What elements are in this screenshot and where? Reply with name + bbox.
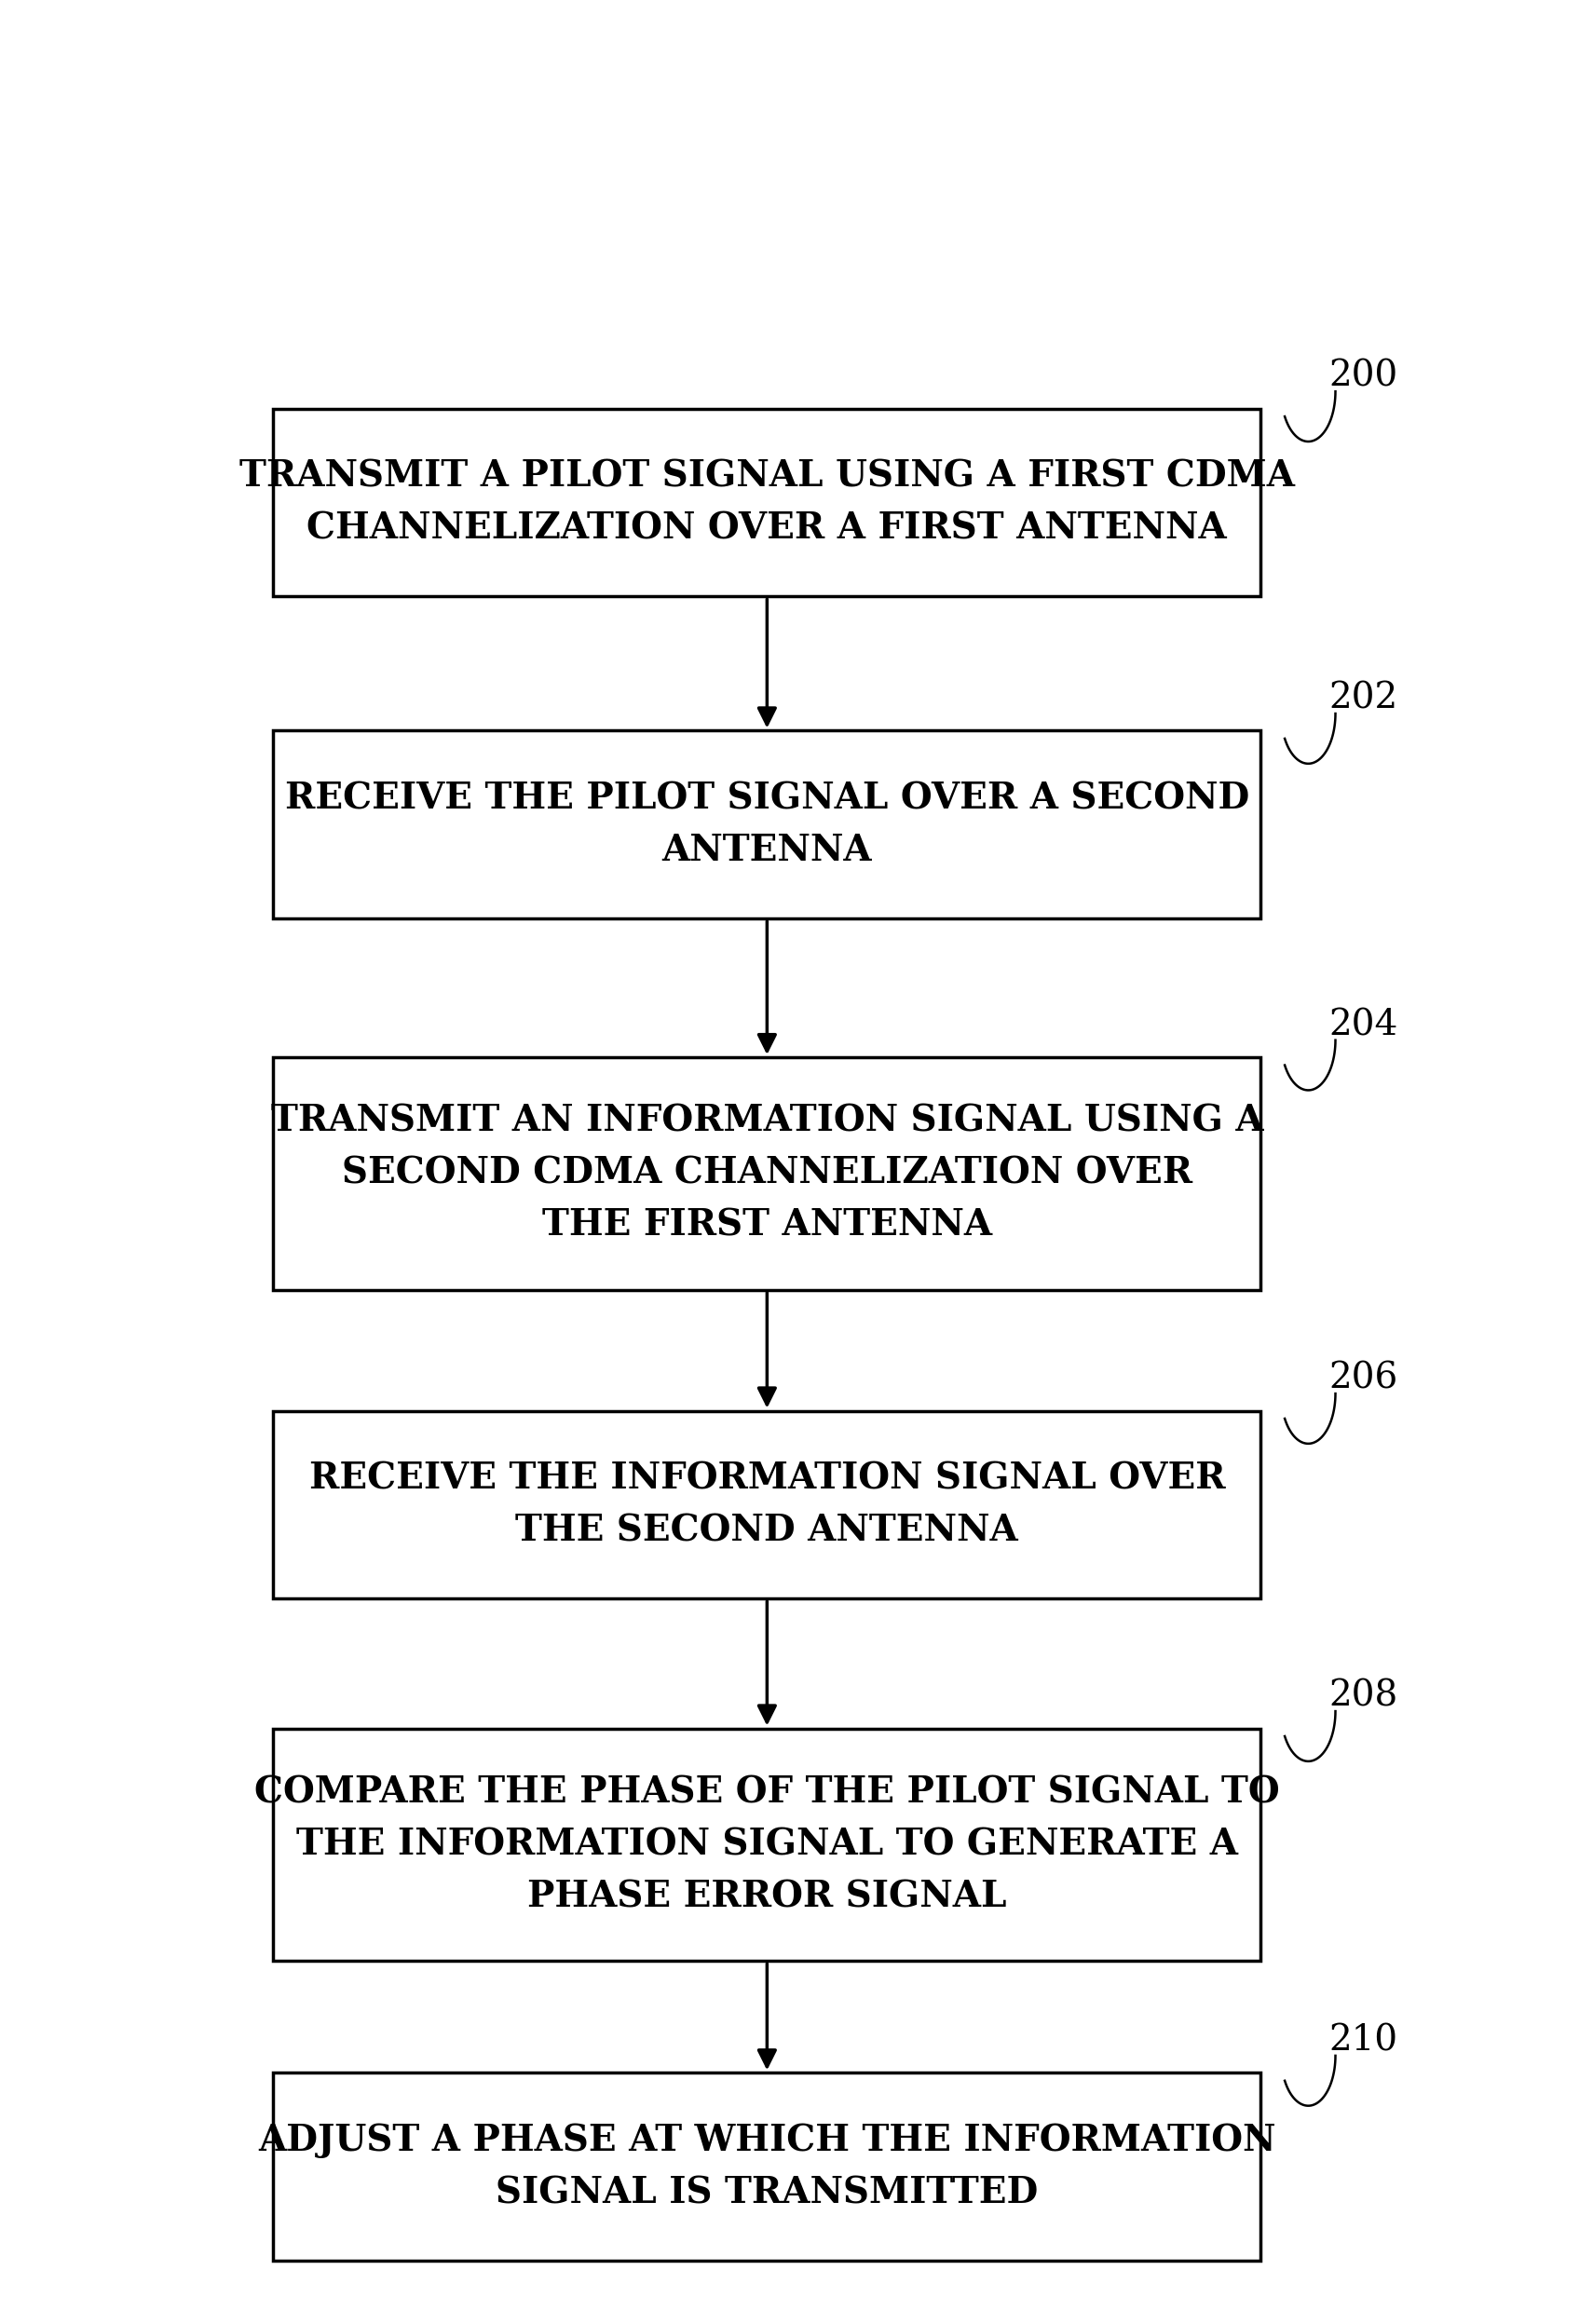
Text: 204: 204 bbox=[1329, 1009, 1399, 1043]
Bar bbox=[274, 1411, 1262, 1599]
Text: ADJUST A PHASE AT WHICH THE INFORMATION
SIGNAL IS TRANSMITTED: ADJUST A PHASE AT WHICH THE INFORMATION … bbox=[258, 2124, 1276, 2210]
Text: 210: 210 bbox=[1329, 2024, 1397, 2057]
Text: COMPARE THE PHASE OF THE PILOT SIGNAL TO
THE INFORMATION SIGNAL TO GENERATE A
PH: COMPARE THE PHASE OF THE PILOT SIGNAL TO… bbox=[255, 1776, 1279, 1915]
Text: TRANSMIT A PILOT SIGNAL USING A FIRST CDMA
CHANNELIZATION OVER A FIRST ANTENNA: TRANSMIT A PILOT SIGNAL USING A FIRST CD… bbox=[239, 458, 1295, 546]
Bar bbox=[274, 730, 1262, 918]
Text: 200: 200 bbox=[1329, 360, 1399, 393]
Bar bbox=[274, 2073, 1262, 2261]
Text: RECEIVE THE INFORMATION SIGNAL OVER
THE SECOND ANTENNA: RECEIVE THE INFORMATION SIGNAL OVER THE … bbox=[309, 1462, 1225, 1548]
Bar bbox=[274, 409, 1262, 597]
Bar bbox=[274, 1057, 1262, 1290]
Bar bbox=[274, 1729, 1262, 1961]
Text: 202: 202 bbox=[1329, 681, 1399, 716]
Text: RECEIVE THE PILOT SIGNAL OVER A SECOND
ANTENNA: RECEIVE THE PILOT SIGNAL OVER A SECOND A… bbox=[285, 781, 1249, 869]
Text: TRANSMIT AN INFORMATION SIGNAL USING A
SECOND CDMA CHANNELIZATION OVER
THE FIRST: TRANSMIT AN INFORMATION SIGNAL USING A S… bbox=[271, 1104, 1263, 1243]
Text: 206: 206 bbox=[1329, 1362, 1399, 1397]
Text: 208: 208 bbox=[1329, 1678, 1399, 1713]
